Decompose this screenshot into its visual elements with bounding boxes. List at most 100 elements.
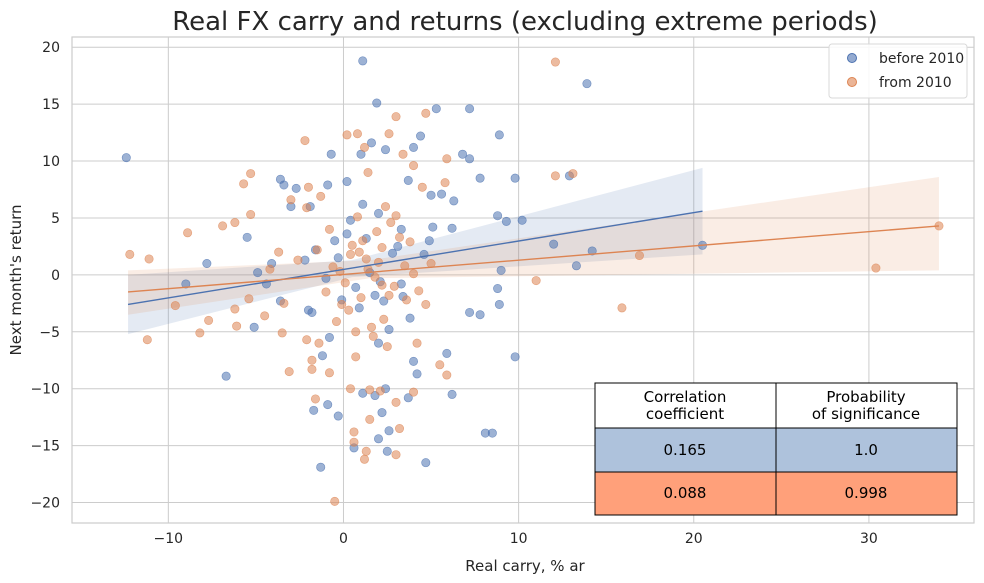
point-from-2010 xyxy=(417,182,427,192)
point-from-2010 xyxy=(359,454,369,464)
point-from-2010 xyxy=(284,367,294,377)
point-from-2010 xyxy=(324,368,334,378)
point-from-2010 xyxy=(314,338,324,348)
point-before-2010 xyxy=(279,180,289,190)
point-from-2010 xyxy=(398,149,408,159)
point-from-2010 xyxy=(265,264,275,274)
point-from-2010 xyxy=(359,142,369,152)
point-before-2010 xyxy=(253,268,263,278)
point-before-2010 xyxy=(493,284,503,294)
x-tick-label: 30 xyxy=(860,531,878,547)
point-from-2010 xyxy=(379,314,389,324)
correlation-table: Correlation coefficient Probability of sig… xyxy=(594,382,958,516)
point-before-2010 xyxy=(409,356,419,366)
point-from-2010 xyxy=(286,195,296,205)
legend-marker-before-2010 xyxy=(847,53,857,63)
point-from-2010 xyxy=(871,263,881,273)
y-tick-label: 0 xyxy=(51,268,60,284)
point-before-2010 xyxy=(403,175,413,185)
point-from-2010 xyxy=(356,293,366,303)
point-from-2010 xyxy=(372,227,382,237)
regression-line-before-2010 xyxy=(127,210,703,306)
point-from-2010 xyxy=(302,203,312,213)
legend-label-before-2010: before 2010 xyxy=(879,51,964,67)
point-from-2010 xyxy=(442,154,452,164)
point-from-2010 xyxy=(303,182,313,192)
point-from-2010 xyxy=(377,280,387,290)
point-before-2010 xyxy=(475,173,485,183)
point-before-2010 xyxy=(382,446,392,456)
point-from-2010 xyxy=(345,384,355,394)
point-from-2010 xyxy=(402,295,412,305)
y-tick-label: −10 xyxy=(30,382,60,398)
point-before-2010 xyxy=(465,154,475,164)
point-from-2010 xyxy=(384,290,394,300)
point-from-2010 xyxy=(384,129,394,139)
point-before-2010 xyxy=(330,236,340,246)
point-from-2010 xyxy=(409,387,419,397)
point-from-2010 xyxy=(230,218,240,228)
point-before-2010 xyxy=(403,393,413,403)
legend-marker-from-2010 xyxy=(847,77,857,87)
point-from-2010 xyxy=(442,370,452,380)
y-tick-label: 5 xyxy=(51,211,60,227)
point-before-2010 xyxy=(121,153,131,163)
point-before-2010 xyxy=(377,408,387,418)
point-from-2010 xyxy=(142,335,152,345)
point-from-2010 xyxy=(300,136,310,146)
point-before-2010 xyxy=(351,282,361,292)
point-from-2010 xyxy=(310,394,320,404)
value-before-2010-correlation: 0.165 xyxy=(664,441,707,459)
point-before-2010 xyxy=(582,79,592,89)
point-from-2010 xyxy=(405,237,415,247)
x-tick-label: −10 xyxy=(154,531,184,547)
point-before-2010 xyxy=(393,241,403,251)
header-cell-probability xyxy=(775,382,958,429)
point-from-2010 xyxy=(307,364,317,374)
point-from-2010 xyxy=(409,161,419,171)
point-before-2010 xyxy=(309,405,319,415)
point-before-2010 xyxy=(494,130,504,140)
point-from-2010 xyxy=(414,286,424,296)
point-before-2010 xyxy=(493,211,503,221)
point-from-2010 xyxy=(183,228,193,238)
point-from-2010 xyxy=(354,247,364,257)
point-before-2010 xyxy=(396,224,406,234)
header-correlation-coefficient: Correlation coefficient xyxy=(644,388,727,423)
point-before-2010 xyxy=(384,426,394,436)
x-tick-label: 10 xyxy=(510,531,528,547)
point-before-2010 xyxy=(447,389,457,399)
point-before-2010 xyxy=(510,173,520,183)
point-from-2010 xyxy=(352,129,362,139)
point-before-2010 xyxy=(316,462,326,472)
point-from-2010 xyxy=(324,224,334,234)
x-tick-label: 0 xyxy=(339,531,348,547)
point-from-2010 xyxy=(347,240,357,250)
point-before-2010 xyxy=(587,246,597,256)
chart-title: Real FX carry and returns (excluding ext… xyxy=(172,7,878,37)
point-before-2010 xyxy=(374,208,384,218)
cell-before-2010-correlation xyxy=(594,427,777,473)
cell-before-2010-probability xyxy=(775,427,958,473)
cell-from-2010-probability xyxy=(775,471,958,516)
x-axis-ticks: −10 0 10 20 30 xyxy=(154,531,878,547)
y-axis-ticks: −20 −15 −10 −5 0 5 10 15 20 xyxy=(30,40,60,511)
plot-frame xyxy=(71,36,975,524)
point-from-2010 xyxy=(412,338,422,348)
point-before-2010 xyxy=(424,236,434,246)
point-before-2010 xyxy=(428,222,438,232)
y-tick-label: −5 xyxy=(39,325,60,341)
y-tick-label: 15 xyxy=(42,97,60,113)
point-before-2010 xyxy=(405,313,415,323)
point-before-2010 xyxy=(324,332,334,342)
point-from-2010 xyxy=(435,360,445,370)
point-from-2010 xyxy=(170,301,180,311)
point-before-2010 xyxy=(307,307,317,317)
point-from-2010 xyxy=(340,278,350,288)
point-from-2010 xyxy=(230,304,240,314)
point-from-2010 xyxy=(440,178,450,188)
point-from-2010 xyxy=(195,328,205,338)
point-from-2010 xyxy=(204,315,214,325)
point-before-2010 xyxy=(426,190,436,200)
